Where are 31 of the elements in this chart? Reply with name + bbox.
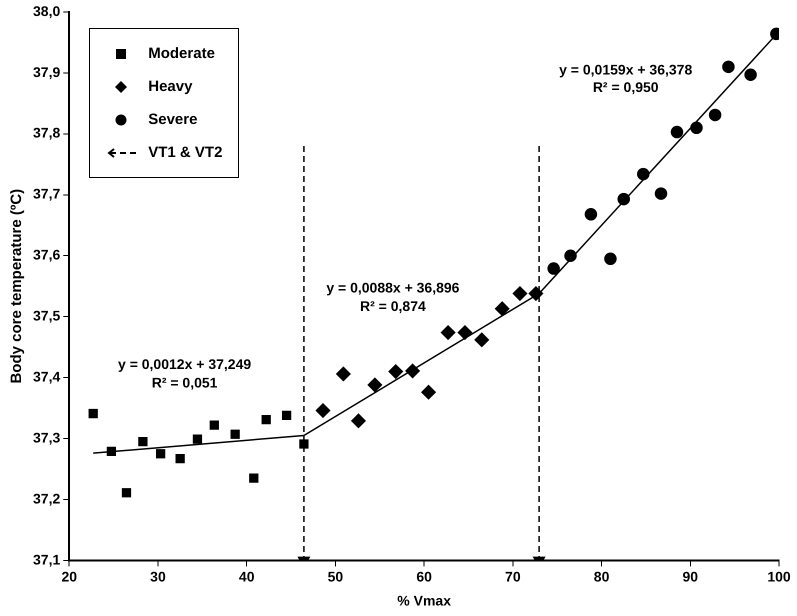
- annotation: y = 0,0012x + 37,249: [118, 356, 252, 372]
- annotation: R² = 0,950: [592, 79, 659, 96]
- y-tick-label: 38,0: [33, 2, 60, 19]
- y-tick-label: 37,9: [33, 64, 60, 80]
- x-tick-label: 20: [61, 568, 78, 585]
- annotation: R² = 0,874: [360, 298, 426, 314]
- legend-label: Heavy: [148, 78, 192, 95]
- x-tick-label: 80: [594, 568, 610, 585]
- y-tick-label: 37,6: [33, 246, 60, 263]
- annotation: y = 0,0159x + 36,378: [559, 62, 692, 78]
- legend-label: Moderate: [148, 45, 215, 62]
- y-tick-label: 37,3: [33, 429, 60, 446]
- y-tick-label: 37,7: [33, 186, 60, 202]
- x-axis-title: % Vmax: [397, 592, 452, 608]
- y-tick-label: 37,5: [33, 308, 60, 324]
- y-tick-label: 37,1: [33, 551, 60, 568]
- annotation: R² = 0,051: [152, 374, 218, 391]
- x-tick-label: 70: [505, 568, 521, 585]
- x-tick-label: 90: [682, 568, 698, 585]
- x-tick-label: 60: [416, 568, 432, 585]
- y-tick-label: 37,4: [33, 368, 60, 384]
- x-tick-label: 40: [238, 568, 255, 585]
- y-axis-title: Body core temperature (ºC): [8, 188, 26, 384]
- y-tick-label: 37,2: [33, 490, 60, 506]
- legend-label: VT1 & VT2: [148, 144, 222, 161]
- y-tick-label: 37,8: [33, 124, 60, 141]
- annotation: y = 0,0088x + 36,896: [326, 279, 460, 296]
- x-tick-label: 100: [767, 568, 791, 585]
- x-tick-label: 50: [328, 568, 344, 585]
- x-tick-label: 30: [150, 568, 166, 585]
- legend-label: Severe: [148, 111, 198, 128]
